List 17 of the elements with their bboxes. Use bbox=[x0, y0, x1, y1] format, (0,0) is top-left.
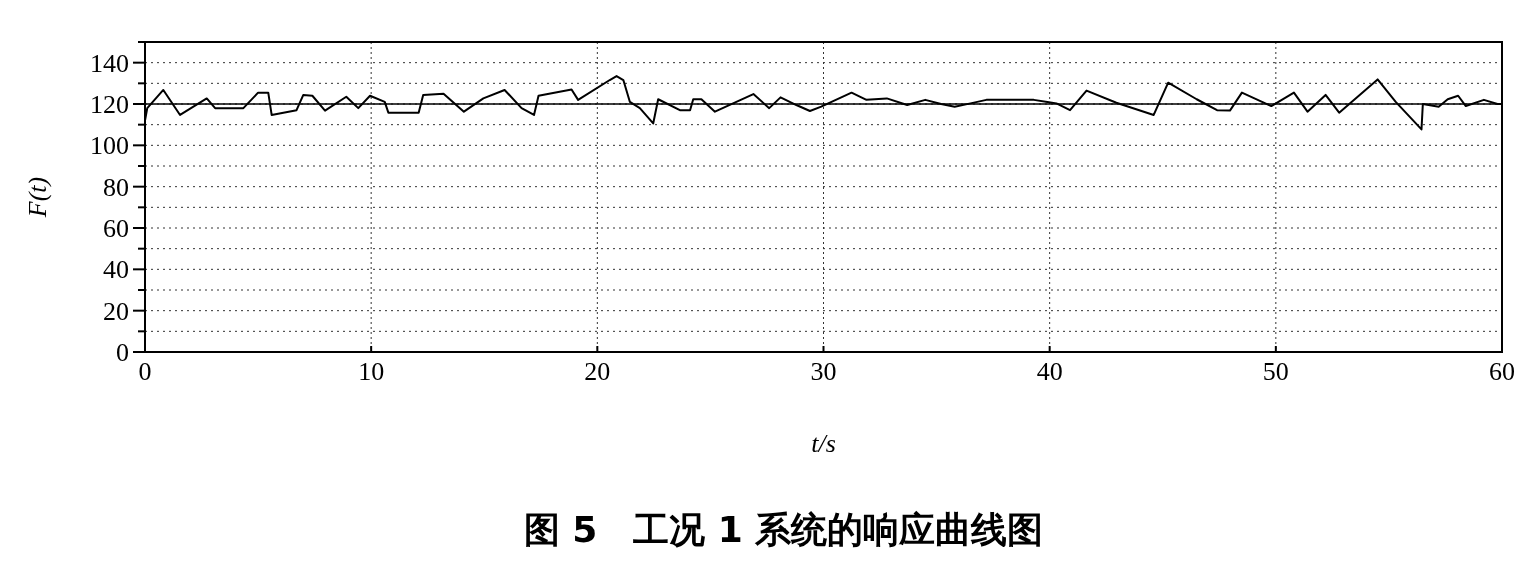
x-tick-label: 10 bbox=[358, 357, 385, 386]
text: 图 5 工况 1 系统的响应曲线图 bbox=[523, 509, 1044, 550]
y-tick-label: 20 bbox=[103, 296, 129, 326]
x-tick-label: 20 bbox=[584, 357, 611, 386]
x-tick-label: 40 bbox=[1036, 357, 1063, 386]
y-tick-label: 40 bbox=[103, 255, 129, 285]
y-tick-label: 100 bbox=[90, 131, 129, 161]
y-tick-label: 140 bbox=[90, 48, 129, 78]
y-axis-title: F(t) bbox=[23, 176, 52, 219]
x-tick-label: 0 bbox=[138, 357, 152, 386]
y-tick-label: 60 bbox=[103, 214, 129, 244]
y-tick-label: 120 bbox=[90, 90, 129, 120]
x-tick-label: 50 bbox=[1262, 357, 1289, 386]
x-tick-label: 30 bbox=[810, 357, 837, 386]
x-tick-label: 60 bbox=[1489, 357, 1515, 386]
x-axis-title: t/s bbox=[811, 429, 836, 458]
y-tick-label: 80 bbox=[103, 172, 129, 202]
